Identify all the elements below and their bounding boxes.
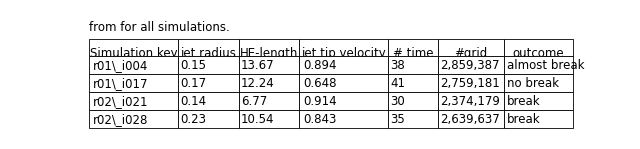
Text: from for all simulations.: from for all simulations. (89, 21, 230, 34)
